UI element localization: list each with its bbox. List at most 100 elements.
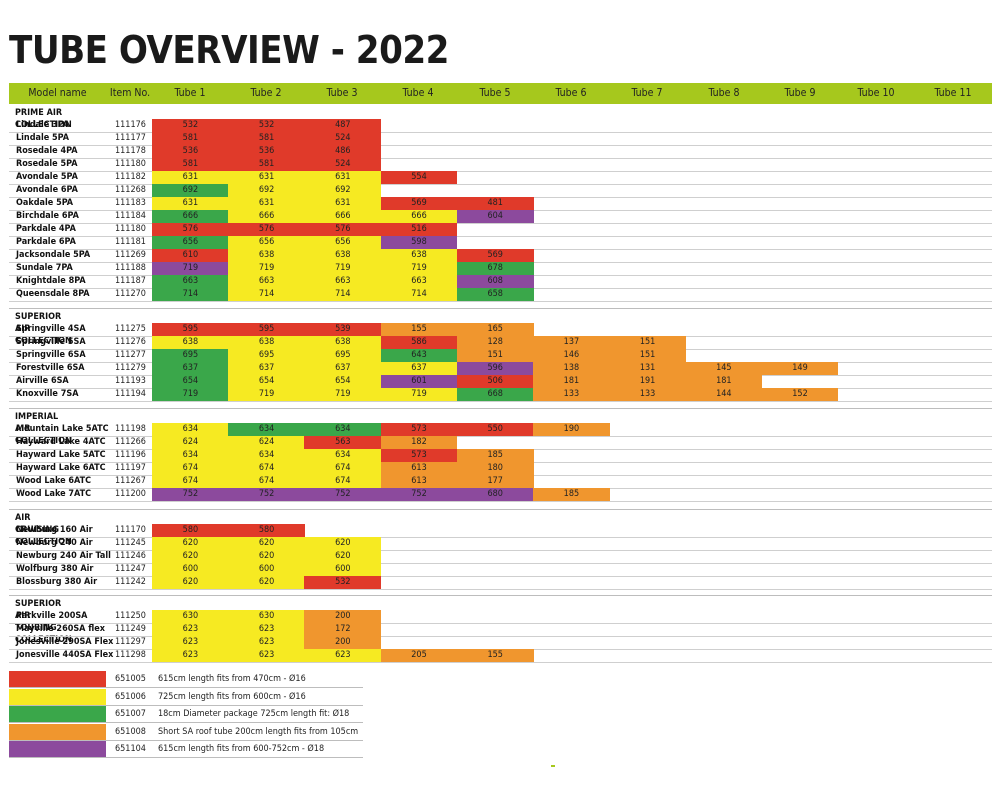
tube-cell: 182 bbox=[380, 436, 458, 449]
row-divider bbox=[9, 537, 992, 538]
model-name: Parkdale 4PA bbox=[16, 224, 76, 234]
item-number: 111242 bbox=[115, 577, 146, 587]
model-name: Hayward Lake 5ATC bbox=[16, 450, 106, 460]
tube-cell: 550 bbox=[456, 423, 534, 436]
tube-cell: 634 bbox=[152, 449, 229, 462]
model-name: Hayward Lake 4ATC bbox=[16, 437, 106, 447]
item-number: 111181 bbox=[115, 237, 146, 247]
tube-cell: 692 bbox=[304, 184, 382, 197]
header-tube-6: Tube 6 bbox=[555, 87, 587, 99]
tube-cell: 620 bbox=[304, 550, 382, 563]
tube-cell: 634 bbox=[304, 423, 382, 436]
table-row: Knightdale 8PA 111187 663 663 663 663 608 bbox=[9, 275, 992, 289]
row-divider bbox=[9, 563, 992, 564]
table-row: Avondale 5PA 111182 631 631 631 554 bbox=[9, 171, 992, 185]
legend-description: 18cm Diameter package 725cm length fit: … bbox=[158, 709, 350, 719]
table-row: Oakdale 5PA 111183 631 631 631 569 481 bbox=[9, 197, 992, 211]
tube-cell: 719 bbox=[304, 388, 382, 401]
tube-cell: 637 bbox=[380, 362, 458, 375]
tube-cell: 638 bbox=[380, 249, 458, 262]
tube-cell: 181 bbox=[533, 375, 610, 388]
header-tube-7: Tube 7 bbox=[631, 87, 663, 99]
row-divider bbox=[9, 132, 992, 133]
tube-cell: 714 bbox=[304, 288, 382, 301]
item-number: 111180 bbox=[115, 224, 146, 234]
legend-item: 651007 18cm Diameter package 725cm length… bbox=[9, 706, 363, 723]
item-number: 111183 bbox=[115, 198, 146, 208]
table-row: Springville 6SA 111277 695 695 695 643 151 146 1… bbox=[9, 349, 992, 363]
tube-cell: 580 bbox=[152, 524, 229, 537]
tube-cell: 663 bbox=[304, 275, 382, 288]
tube-cell: 666 bbox=[380, 210, 458, 223]
section-divider bbox=[9, 595, 992, 596]
row-divider bbox=[9, 501, 992, 502]
tube-cell: 674 bbox=[228, 475, 305, 488]
model-name: Springville 4SA bbox=[16, 324, 86, 334]
tube-cell: 620 bbox=[152, 576, 229, 589]
tube-cell: 151 bbox=[456, 349, 534, 362]
tube-cell: 695 bbox=[228, 349, 305, 362]
tube-cell: 695 bbox=[152, 349, 229, 362]
legend-divider bbox=[9, 757, 363, 758]
table-row: Sundale 7PA 111188 719 719 719 719 678 bbox=[9, 262, 992, 276]
tube-cell: 752 bbox=[228, 488, 305, 501]
header-tube-1: Tube 1 bbox=[174, 87, 206, 99]
tube-cell: 624 bbox=[228, 436, 305, 449]
tube-cell: 692 bbox=[228, 184, 305, 197]
legend-description: 615cm length fits from 600-752cm - Ø18 bbox=[158, 744, 325, 754]
row-divider bbox=[9, 223, 992, 224]
model-name: Springville 6SA bbox=[16, 350, 86, 360]
model-name: Queensdale 8PA bbox=[16, 289, 90, 299]
table-row: Jacksondale 5PA 111269 610 638 638 638 569 bbox=[9, 249, 992, 263]
table-row: Parkdale 6PA 111181 656 656 656 598 bbox=[9, 236, 992, 250]
tube-cell: 634 bbox=[228, 423, 305, 436]
table-row: Wood Lake 7ATC 111200 752 752 752 752 680 185 bbox=[9, 488, 992, 502]
tube-cell: 638 bbox=[304, 249, 382, 262]
tube-cell: 155 bbox=[456, 649, 534, 662]
tube-cell: 623 bbox=[228, 649, 305, 662]
tube-cell: 536 bbox=[228, 145, 305, 158]
tube-cell: 576 bbox=[152, 223, 229, 236]
tube-cell: 680 bbox=[456, 488, 534, 501]
table-row: Birchdale 6PA 111184 666 666 666 666 604 bbox=[9, 210, 992, 224]
tube-cell: 674 bbox=[152, 475, 229, 488]
row-divider bbox=[9, 401, 992, 402]
model-name: Knoxville 7SA bbox=[16, 389, 79, 399]
tube-cell: 623 bbox=[152, 649, 229, 662]
tube-cell: 573 bbox=[380, 449, 458, 462]
item-number: 111184 bbox=[115, 211, 146, 221]
legend-code: 651008 bbox=[115, 726, 146, 737]
legend-item: 651104 615cm length fits from 600-752cm -… bbox=[9, 741, 363, 758]
tube-cell: 630 bbox=[228, 610, 305, 623]
legend-item: 651006 725cm length fits from 600cm - Ø16 bbox=[9, 688, 363, 706]
row-divider bbox=[9, 301, 992, 302]
tube-cell: 133 bbox=[533, 388, 610, 401]
table-row: Lindale 3PA 111176 532 532 487 bbox=[9, 119, 992, 133]
header-tube-9: Tube 9 bbox=[784, 87, 816, 99]
section-divider bbox=[9, 408, 992, 409]
tube-cell: 613 bbox=[380, 475, 458, 488]
tube-cell: 620 bbox=[304, 537, 382, 550]
section-title: PRIME AIR COLLECTION bbox=[15, 108, 72, 130]
model-name: Rosedale 5PA bbox=[16, 159, 78, 169]
tube-cell: 631 bbox=[228, 197, 305, 210]
tube-cell: 151 bbox=[609, 349, 686, 362]
table-row: Wolfburg 380 Air 111247 600 600 600 bbox=[9, 563, 992, 577]
item-number: 111245 bbox=[115, 538, 146, 548]
header-tube-5: Tube 5 bbox=[479, 87, 511, 99]
tube-cell: 663 bbox=[380, 275, 458, 288]
table-row: Forestville 6SA 111279 637 637 637 637 596 138 1… bbox=[9, 362, 992, 376]
model-name: Jonesville 440SA Flex bbox=[16, 650, 114, 660]
tube-cell: 719 bbox=[380, 262, 458, 275]
tube-cell: 172 bbox=[304, 623, 382, 636]
tube-cell: 719 bbox=[228, 388, 305, 401]
tube-cell: 719 bbox=[304, 262, 382, 275]
table-row: Newburg 160 Air 111170 580 580 bbox=[9, 524, 992, 538]
table-row: Springville 4SA 111275 595 595 539 155 165 bbox=[9, 323, 992, 337]
tube-cell: 658 bbox=[456, 288, 534, 301]
tube-cell: 613 bbox=[380, 462, 458, 475]
table-row: Rosedale 4PA 111178 536 536 486 bbox=[9, 145, 992, 159]
item-number: 111198 bbox=[115, 424, 146, 434]
legend-divider bbox=[9, 722, 363, 723]
tube-cell: 185 bbox=[456, 449, 534, 462]
